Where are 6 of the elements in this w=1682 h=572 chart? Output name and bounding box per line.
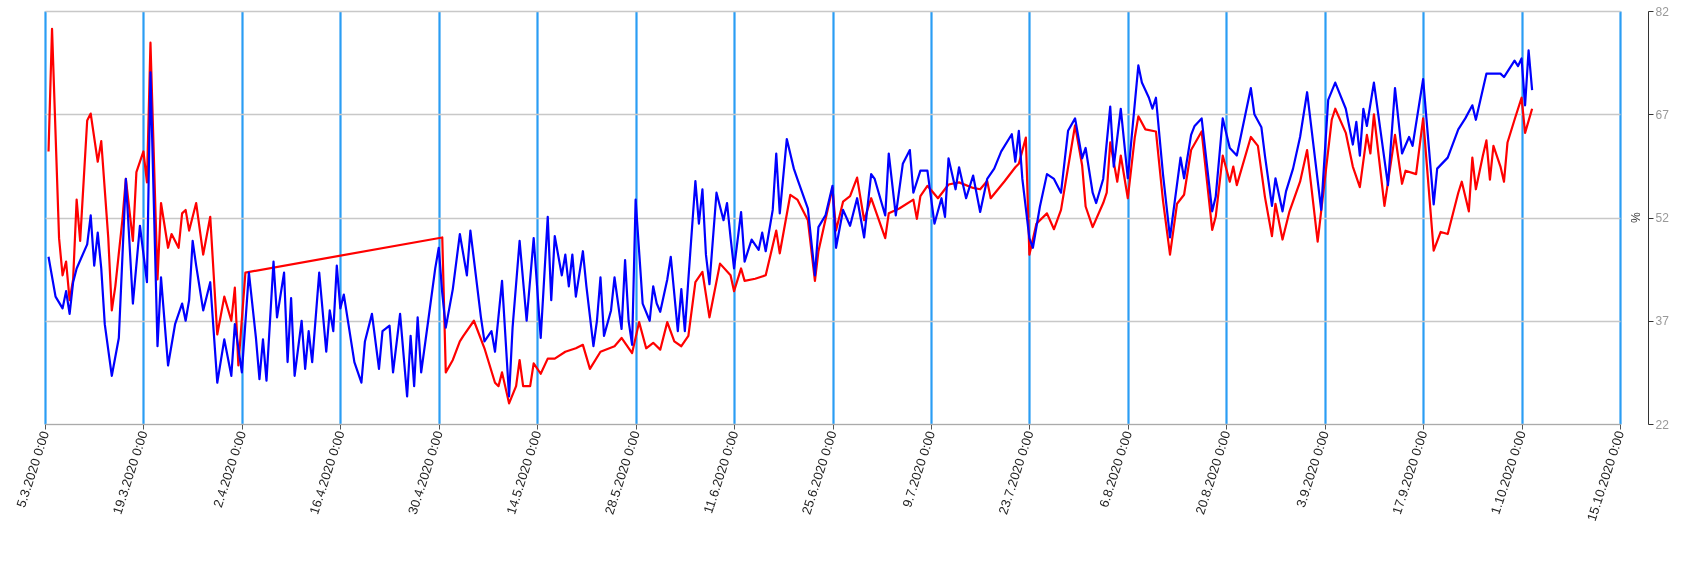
y-tick-label: 52 — [1655, 211, 1670, 225]
y-tick-label: 67 — [1655, 107, 1670, 122]
y-tick-label: 22 — [1655, 417, 1670, 432]
y-tick-label: 37 — [1655, 314, 1670, 329]
y-axis-title: % — [1627, 212, 1642, 224]
y-tick-label: 82 — [1655, 4, 1670, 19]
